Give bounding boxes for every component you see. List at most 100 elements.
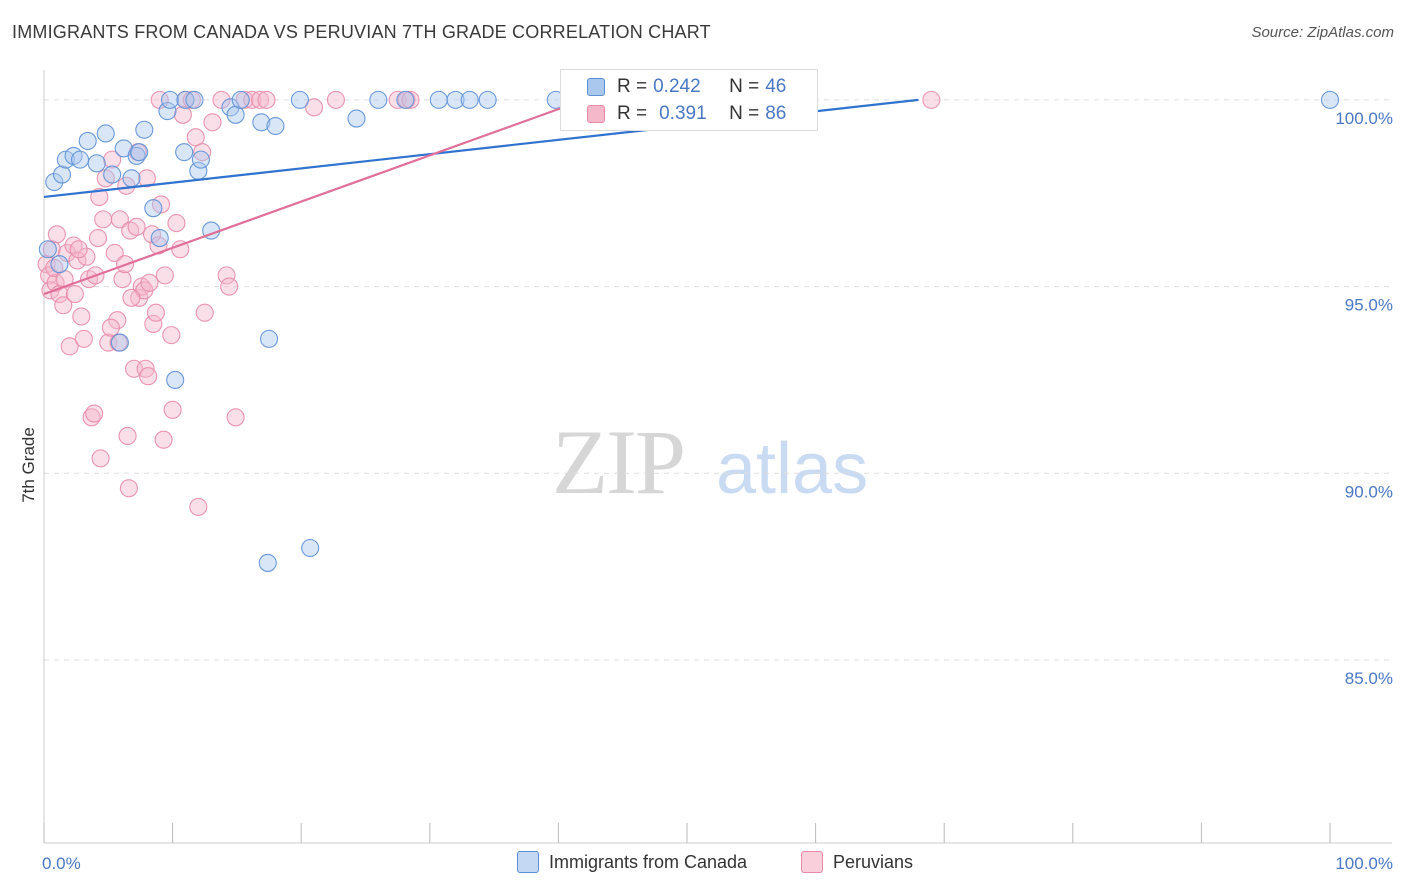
point-peruvians xyxy=(144,314,163,333)
point-peruvians xyxy=(305,98,324,117)
point-peruvians xyxy=(186,128,205,147)
point-immigrants-from-canada xyxy=(160,90,180,109)
point-peruvians xyxy=(60,337,79,356)
point-peruvians xyxy=(203,113,222,132)
point-peruvians xyxy=(90,187,109,207)
point-peruvians xyxy=(110,210,129,229)
point-immigrants-from-canada xyxy=(1320,90,1340,109)
y-tick-label: 95.0% xyxy=(1345,296,1393,315)
point-peruvians xyxy=(212,90,231,109)
point-peruvians xyxy=(108,311,127,330)
point-peruvians xyxy=(113,270,132,289)
legend-r-label: R = xyxy=(617,76,648,97)
point-peruvians xyxy=(127,217,146,236)
point-peruvians xyxy=(137,169,156,188)
point-immigrants-from-canada xyxy=(446,90,465,109)
point-immigrants-from-canada xyxy=(185,90,204,109)
point-peruvians xyxy=(250,90,270,109)
point-peruvians xyxy=(47,225,66,244)
y-axis-title: 7th Grade xyxy=(19,427,38,503)
point-immigrants-from-canada xyxy=(52,165,72,184)
point-immigrants-from-canada xyxy=(347,109,366,128)
point-immigrants-from-canada xyxy=(231,90,250,109)
point-immigrants-from-canada xyxy=(135,120,154,139)
bottom-legend-canada[interactable]: Immigrants from Canada xyxy=(517,851,747,873)
y-tick-label: 100.0% xyxy=(1335,109,1393,128)
legend-r-label: R = xyxy=(617,103,648,124)
point-immigrants-from-canada xyxy=(103,165,122,184)
point-immigrants-from-canada xyxy=(369,90,388,109)
y-tick-label: 90.0% xyxy=(1345,482,1393,501)
legend-r-value: 0.242 xyxy=(653,76,701,97)
point-peruvians xyxy=(167,214,186,233)
point-immigrants-from-canada xyxy=(70,150,90,169)
point-peruvians xyxy=(74,329,93,348)
point-peruvians xyxy=(103,150,122,169)
point-peruvians xyxy=(401,90,420,109)
point-peruvians xyxy=(146,303,165,322)
tick-labels: 100.0% 95.0% 90.0% 85.0% 0.0% 100.0% xyxy=(42,109,1393,873)
point-peruvians xyxy=(54,296,73,315)
point-peruvians xyxy=(140,273,159,292)
legend-swatch-pink xyxy=(587,105,605,123)
legend-r-value: 0.391 xyxy=(659,103,707,124)
chart-source: Source: ZipAtlas.com xyxy=(1251,24,1394,41)
point-immigrants-from-canada xyxy=(259,329,279,348)
point-peruvians xyxy=(118,426,137,446)
point-peruvians xyxy=(139,367,158,386)
point-peruvians xyxy=(77,247,96,266)
point-immigrants-from-canada xyxy=(258,553,277,572)
point-peruvians xyxy=(72,307,91,326)
legend-swatch-blue xyxy=(587,78,605,96)
point-peruvians xyxy=(94,210,113,229)
axes xyxy=(43,70,1392,844)
bottom-legend-label-peruvians: Peruvians xyxy=(833,851,914,872)
point-immigrants-from-canada xyxy=(122,169,141,188)
correlation-legend: R = 0.242 N = 46 R = 0.391 N = 86 xyxy=(560,69,818,131)
point-immigrants-from-canada xyxy=(130,143,149,162)
point-immigrants-from-canada xyxy=(175,143,194,162)
point-peruvians xyxy=(235,90,254,109)
legend-n-label: N = xyxy=(729,76,760,97)
point-immigrants-from-canada xyxy=(78,131,97,151)
point-immigrants-from-canada xyxy=(290,90,309,109)
point-peruvians xyxy=(119,479,138,498)
point-peruvians xyxy=(136,359,155,378)
point-immigrants-from-canada xyxy=(87,154,106,173)
point-immigrants-from-canada xyxy=(166,370,185,389)
point-immigrants-from-canada xyxy=(478,90,497,109)
point-peruvians xyxy=(122,288,141,307)
legend-row-canada: R = 0.242 N = 46 xyxy=(561,74,786,100)
point-immigrants-from-canada xyxy=(38,240,57,259)
point-peruvians xyxy=(922,90,941,109)
x-tick-label: 100.0% xyxy=(1335,854,1393,873)
point-immigrants-from-canada xyxy=(150,228,169,248)
point-peruvians xyxy=(91,449,110,468)
point-immigrants-from-canada xyxy=(50,255,69,274)
legend-n-value: 86 xyxy=(765,103,787,124)
grid-lines xyxy=(44,99,1392,661)
watermark: ZIP atlas xyxy=(552,411,868,513)
point-peruvians xyxy=(162,326,181,345)
point-peruvians xyxy=(193,143,212,162)
point-immigrants-from-canada xyxy=(460,90,479,109)
point-peruvians xyxy=(220,277,239,296)
legend-n-value: 46 xyxy=(765,76,787,97)
point-immigrants-from-canada xyxy=(429,90,448,109)
point-peruvians xyxy=(195,303,214,322)
trend-line-peruvians xyxy=(43,98,585,296)
point-peruvians xyxy=(154,430,173,449)
point-immigrants-from-canada xyxy=(110,333,129,352)
point-immigrants-from-canada xyxy=(45,172,64,192)
x-tick-label: 0.0% xyxy=(42,854,81,873)
bottom-legend-peruvians[interactable]: Peruvians xyxy=(801,851,913,873)
point-peruvians xyxy=(217,266,236,285)
watermark-zip: ZIP xyxy=(552,411,684,513)
bottom-legend-swatch-blue xyxy=(517,851,539,873)
series-immigrants-from-canada xyxy=(38,90,1340,572)
point-immigrants-from-canada xyxy=(158,102,177,121)
point-peruvians xyxy=(101,318,120,337)
point-peruvians xyxy=(105,243,124,263)
point-peruvians xyxy=(226,408,245,427)
